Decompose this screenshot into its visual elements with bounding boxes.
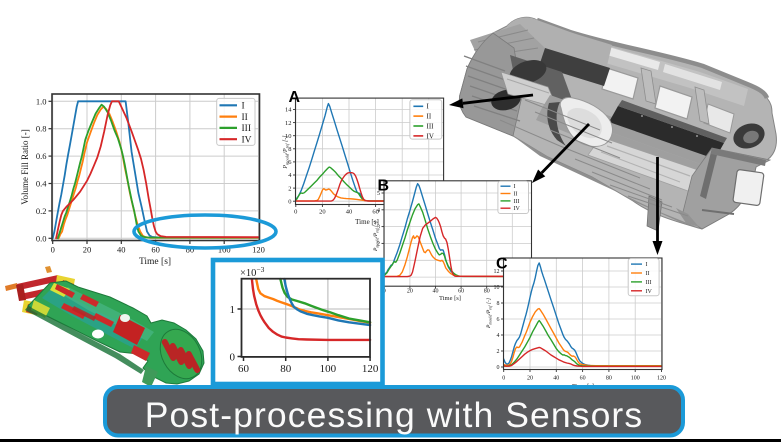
svg-text:4: 4 bbox=[288, 172, 292, 179]
svg-text:40: 40 bbox=[553, 376, 559, 382]
svg-text:III: III bbox=[646, 280, 652, 286]
svg-text:120: 120 bbox=[657, 376, 666, 382]
svg-text:IV: IV bbox=[646, 289, 653, 295]
svg-text:2: 2 bbox=[288, 185, 291, 192]
svg-text:0: 0 bbox=[230, 352, 236, 364]
svg-text:A: A bbox=[289, 89, 301, 106]
svg-text:Post-processing with Sensors: Post-processing with Sensors bbox=[145, 395, 643, 435]
svg-text:II: II bbox=[427, 113, 432, 121]
svg-text:80: 80 bbox=[606, 376, 612, 382]
svg-text:4: 4 bbox=[377, 208, 380, 214]
svg-text:C: C bbox=[496, 256, 508, 273]
svg-text:6: 6 bbox=[288, 159, 292, 166]
svg-text:II: II bbox=[646, 271, 650, 277]
svg-text:100: 100 bbox=[631, 376, 640, 382]
svg-text:6: 6 bbox=[497, 317, 500, 323]
svg-text:40: 40 bbox=[117, 245, 126, 255]
svg-text:10: 10 bbox=[285, 133, 292, 140]
svg-text:Volume Fill Ratio [-]: Volume Fill Ratio [-] bbox=[20, 129, 30, 205]
svg-text:120: 120 bbox=[252, 245, 265, 255]
svg-text:12: 12 bbox=[285, 120, 292, 127]
svg-text:1: 1 bbox=[230, 304, 236, 316]
svg-text:I: I bbox=[427, 103, 430, 111]
svg-text:IV: IV bbox=[514, 206, 521, 212]
svg-text:0.4: 0.4 bbox=[36, 179, 47, 189]
svg-text:I: I bbox=[646, 262, 648, 268]
svg-text:0: 0 bbox=[288, 198, 291, 205]
svg-text:40: 40 bbox=[433, 289, 439, 295]
svg-text:I: I bbox=[514, 184, 516, 190]
svg-text:60: 60 bbox=[372, 209, 379, 216]
svg-text:Pmould/Pref [-]: Pmould/Pref [-] bbox=[486, 298, 492, 329]
svg-text:2: 2 bbox=[377, 241, 380, 247]
svg-text:8: 8 bbox=[288, 146, 291, 153]
svg-text:60: 60 bbox=[458, 289, 464, 295]
svg-text:0.2: 0.2 bbox=[36, 206, 47, 216]
svg-text:14: 14 bbox=[285, 107, 292, 114]
svg-text:60: 60 bbox=[238, 363, 250, 375]
svg-text:20: 20 bbox=[527, 376, 533, 382]
svg-text:0.6: 0.6 bbox=[36, 151, 47, 161]
svg-text:II: II bbox=[514, 192, 518, 198]
svg-text:120: 120 bbox=[362, 363, 379, 375]
svg-text:8: 8 bbox=[497, 301, 500, 307]
svg-text:III: III bbox=[242, 124, 252, 134]
svg-text:80: 80 bbox=[186, 245, 195, 255]
svg-text:Time [s]: Time [s] bbox=[355, 218, 379, 226]
svg-text:100: 100 bbox=[218, 245, 231, 255]
svg-text:20: 20 bbox=[319, 209, 326, 216]
svg-text:0.0: 0.0 bbox=[36, 233, 47, 243]
svg-text:IV: IV bbox=[427, 132, 434, 140]
svg-text:80: 80 bbox=[280, 363, 292, 375]
svg-text:40: 40 bbox=[346, 209, 353, 216]
svg-text:12: 12 bbox=[494, 269, 500, 275]
svg-text:I: I bbox=[242, 102, 245, 112]
svg-text:Time [s]: Time [s] bbox=[439, 295, 461, 302]
svg-text:60: 60 bbox=[151, 245, 160, 255]
svg-text:0: 0 bbox=[502, 376, 505, 382]
svg-text:20: 20 bbox=[83, 245, 92, 255]
svg-text:0.8: 0.8 bbox=[36, 124, 47, 134]
svg-text:Pmould/Pref [-]: Pmould/Pref [-] bbox=[283, 135, 290, 170]
svg-text:1.0: 1.0 bbox=[36, 96, 47, 106]
svg-text:0: 0 bbox=[294, 209, 297, 216]
svg-text:4: 4 bbox=[497, 333, 500, 339]
svg-text:60: 60 bbox=[580, 376, 586, 382]
svg-text:III: III bbox=[514, 199, 520, 205]
svg-text:10: 10 bbox=[494, 285, 500, 291]
svg-text:20: 20 bbox=[407, 289, 413, 295]
svg-text:B: B bbox=[378, 178, 390, 195]
svg-text:3: 3 bbox=[377, 225, 380, 231]
svg-text:80: 80 bbox=[484, 289, 490, 295]
svg-text:100: 100 bbox=[320, 363, 337, 375]
svg-text:2: 2 bbox=[497, 349, 500, 355]
svg-text:5: 5 bbox=[377, 191, 380, 197]
svg-text:Time [s]: Time [s] bbox=[139, 257, 171, 267]
svg-text:II: II bbox=[242, 113, 248, 123]
svg-text:IV: IV bbox=[242, 135, 252, 145]
svg-text:III: III bbox=[427, 122, 435, 130]
svg-text:0: 0 bbox=[497, 365, 500, 371]
svg-text:0: 0 bbox=[51, 245, 55, 255]
svg-text:Pmould/Pref [-]: Pmould/Pref [-] bbox=[373, 221, 379, 252]
